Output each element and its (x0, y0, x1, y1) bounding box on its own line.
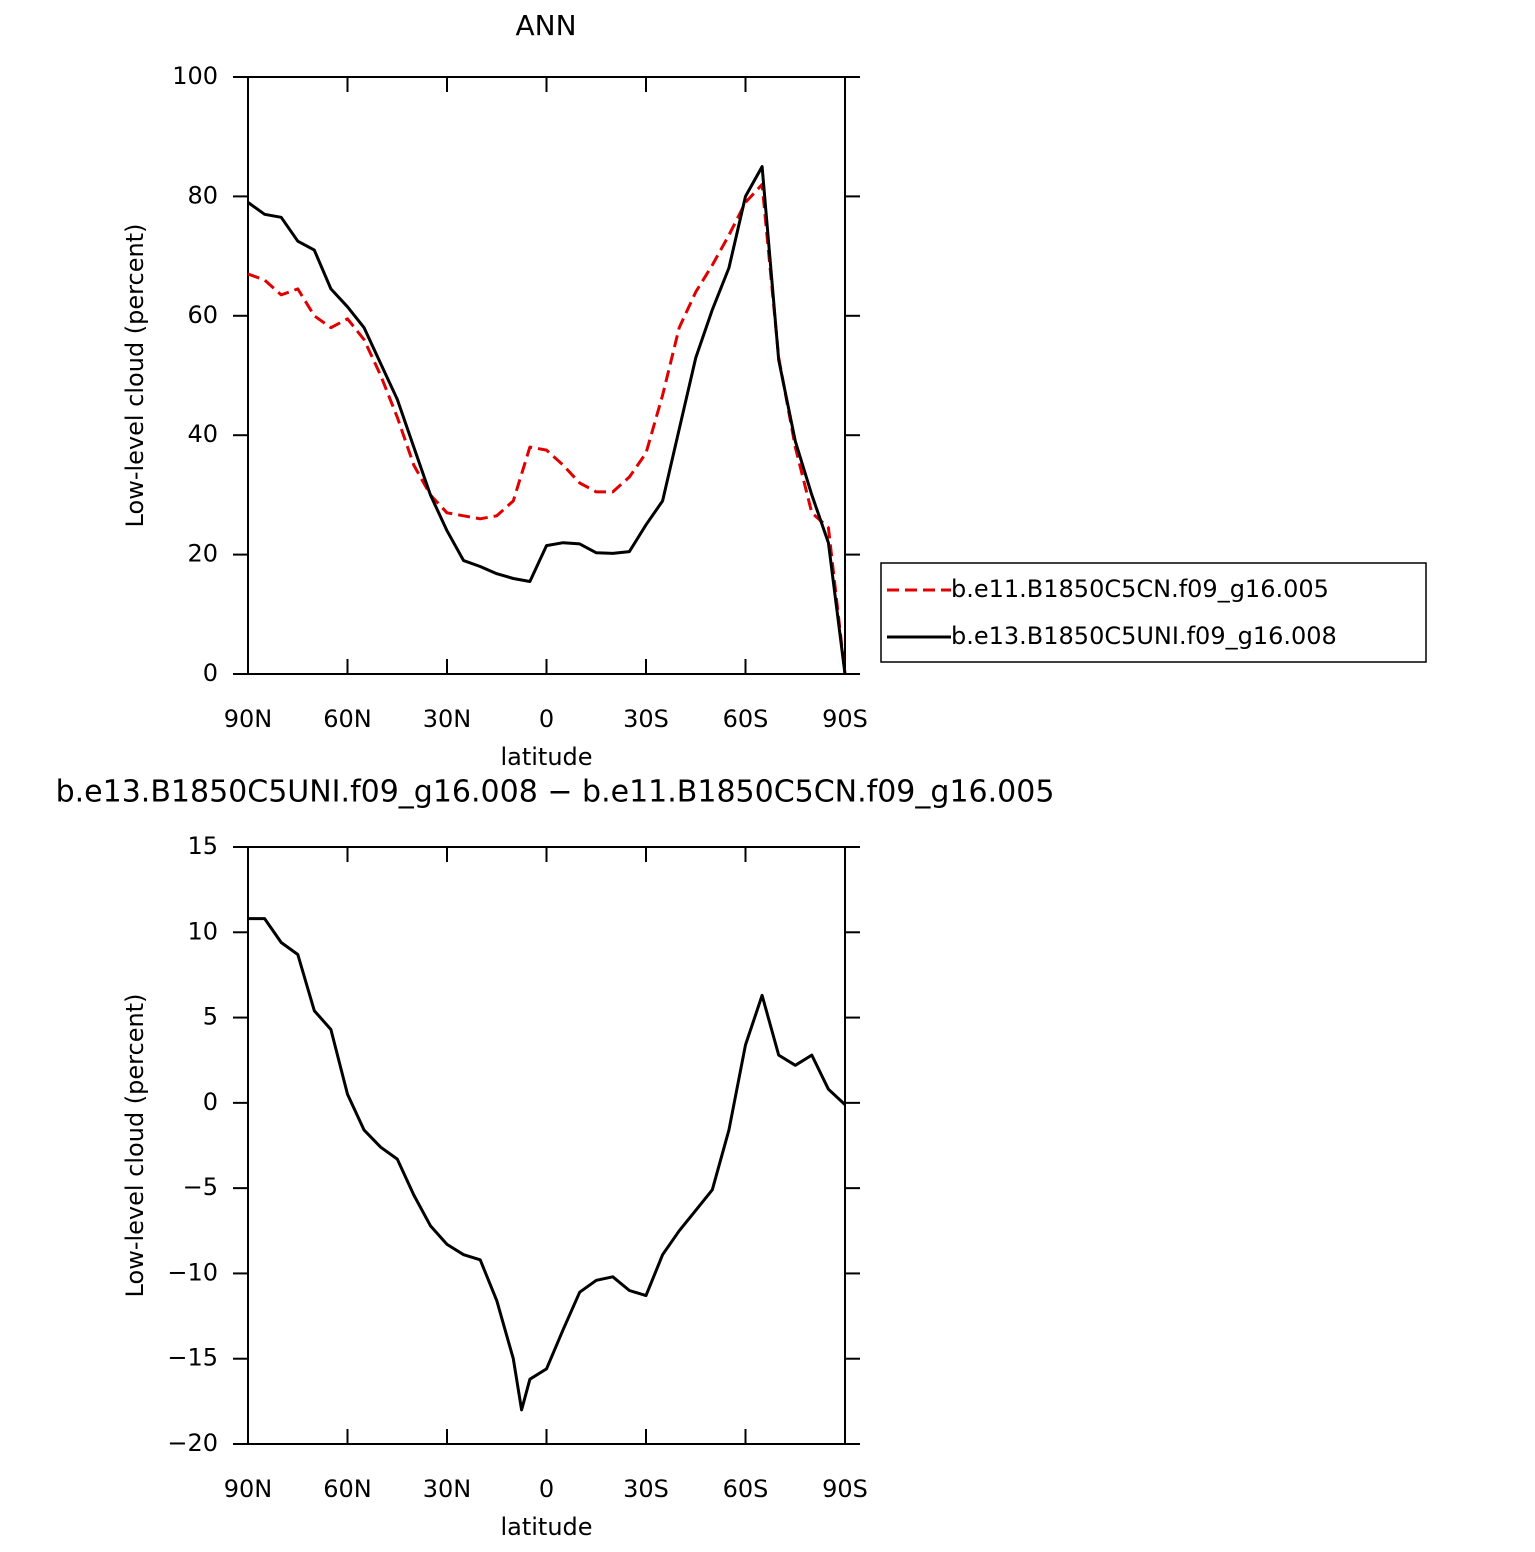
y-axis-label: Low-level cloud (percent) (121, 994, 149, 1298)
y-tick-label: 5 (203, 1003, 218, 1031)
x-axis-label: latitude (500, 743, 592, 771)
data-line (247, 183, 847, 675)
y-tick-label: 100 (172, 62, 218, 90)
x-tick-label: 30S (623, 1475, 669, 1503)
x-tick-label: 60N (323, 1475, 372, 1503)
y-axis-label: Low-level cloud (percent) (121, 224, 149, 528)
y-tick-label: −10 (167, 1258, 218, 1286)
y-tick-label: −20 (167, 1429, 218, 1457)
data-line (248, 917, 847, 1412)
y-tick-label: −5 (183, 1173, 218, 1201)
x-tick-label: 90S (822, 705, 868, 733)
y-tick-label: 10 (187, 917, 218, 945)
y-tick-label: 60 (187, 301, 218, 329)
plot-frame (247, 846, 846, 1445)
x-tick-label: 30N (423, 705, 472, 733)
x-tick-label: 0 (539, 705, 554, 733)
x-tick-label: 60S (723, 1475, 769, 1503)
y-tick-label: 0 (203, 659, 218, 687)
y-tick-label: 0 (203, 1088, 218, 1116)
x-tick-label: 90N (224, 1475, 273, 1503)
x-tick-label: 30N (423, 1475, 472, 1503)
data-line (247, 165, 847, 675)
legend-box (880, 562, 1427, 663)
y-tick-label: 40 (187, 420, 218, 448)
chart-title: b.e13.B1850C5UNI.f09_g16.008 − b.e11.B18… (56, 775, 1055, 810)
x-tick-label: 0 (539, 1475, 554, 1503)
chart-title: ANN (515, 9, 576, 42)
legend-label: b.e11.B1850C5CN.f09_g16.005 (951, 575, 1329, 603)
y-tick-label: 80 (187, 181, 218, 209)
plot-frame (247, 76, 846, 675)
x-tick-label: 90N (224, 705, 273, 733)
x-tick-label: 60S (723, 705, 769, 733)
y-tick-label: 15 (187, 832, 218, 860)
y-tick-label: −15 (167, 1344, 218, 1372)
x-tick-label: 90S (822, 1475, 868, 1503)
x-tick-label: 60N (323, 705, 372, 733)
y-tick-label: 20 (187, 540, 218, 568)
x-axis-label: latitude (500, 1513, 592, 1541)
legend-label: b.e13.B1850C5UNI.f09_g16.008 (951, 622, 1337, 650)
x-tick-label: 30S (623, 705, 669, 733)
